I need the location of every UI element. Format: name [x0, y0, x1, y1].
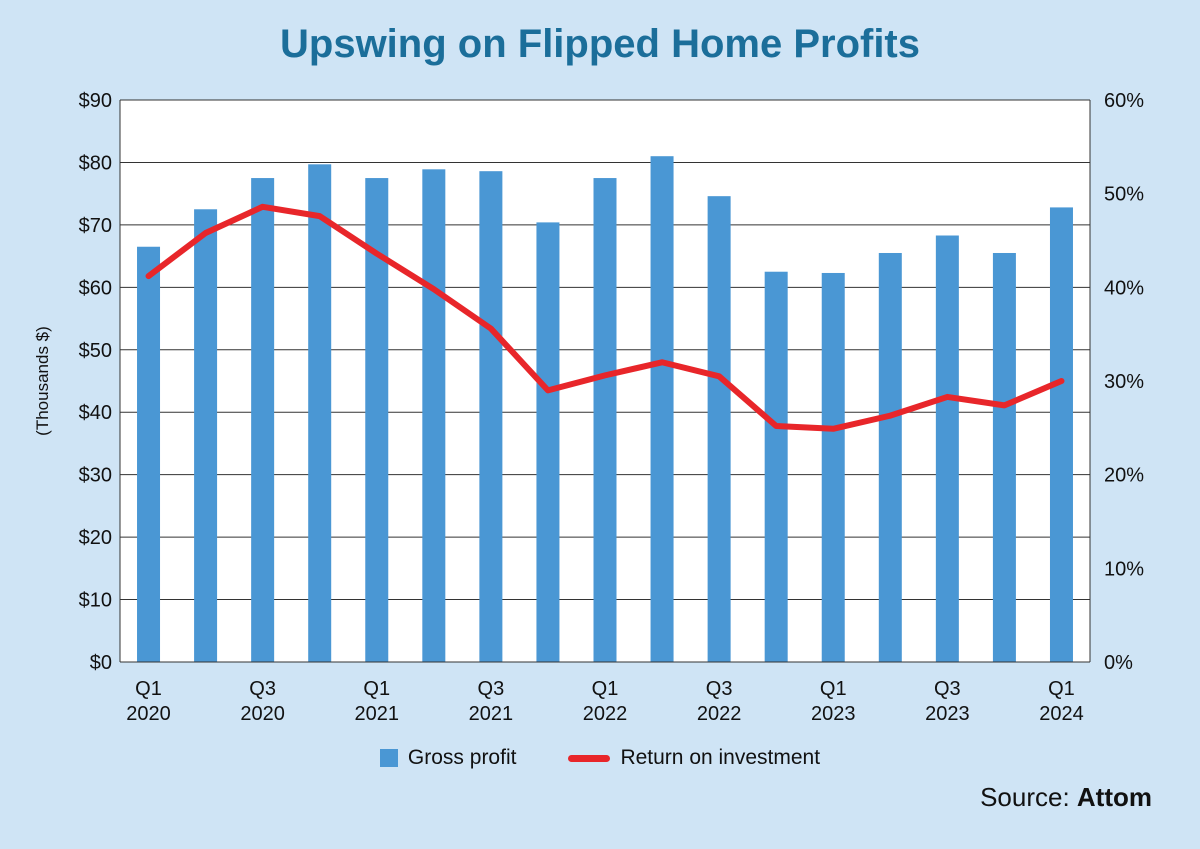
x-tick-label-quarter: Q1 [363, 678, 390, 700]
bar [764, 271, 788, 662]
y-tick-label: $10 [79, 590, 112, 612]
bar [479, 171, 503, 663]
x-tick-label-year: 2023 [811, 703, 856, 725]
bar [365, 178, 389, 663]
x-tick-label-quarter: Q1 [135, 678, 162, 700]
y-tick-label: $70 [79, 215, 112, 237]
bar [878, 252, 902, 662]
y2-tick-label: 40% [1104, 277, 1144, 299]
legend-swatch-gross-profit [379, 749, 398, 767]
x-tick-label-year: 2022 [697, 703, 742, 725]
bar [935, 235, 959, 662]
y2-tick-label: 30% [1104, 371, 1144, 393]
y-tick-label: $0 [90, 652, 112, 674]
x-tick-label-quarter: Q1 [1048, 678, 1075, 700]
y-tick-label: $60 [79, 277, 112, 299]
x-tick-label-year: 2023 [925, 703, 970, 725]
y-tick-label: $40 [79, 402, 112, 424]
legend-label-gross-profit: Gross profit [407, 746, 517, 769]
x-tick-label-year: 2024 [1039, 703, 1084, 725]
x-tick-label-year: 2020 [126, 703, 171, 725]
bar [194, 209, 218, 662]
legend-item-gross-profit: Gross profit [379, 746, 517, 770]
bar [1049, 207, 1073, 662]
chart-title: Upswing on Flipped Home Profits [280, 22, 920, 66]
legend-item-roi: Return on investment [568, 746, 820, 770]
bar [422, 169, 446, 662]
legend-swatch-roi [568, 754, 611, 762]
bar [593, 178, 617, 663]
y-tick-label: $80 [79, 152, 112, 174]
bar [992, 252, 1016, 662]
y-axis-label: (Thousands $) [33, 326, 52, 436]
x-tick-label-quarter: Q3 [478, 678, 505, 700]
y-tick-label: $30 [79, 465, 112, 487]
source-prefix: Source: [980, 782, 1070, 812]
bar [137, 246, 161, 662]
y2-tick-label: 10% [1104, 558, 1144, 580]
chart-legend: Gross profit Return on investment [0, 746, 1200, 770]
bar [308, 164, 332, 662]
y2-tick-label: 50% [1104, 184, 1144, 206]
x-tick-label-quarter: Q3 [249, 678, 276, 700]
y2-tick-label: 20% [1104, 465, 1144, 487]
source-name: Attom [1076, 782, 1152, 812]
x-tick-label-quarter: Q3 [706, 678, 733, 700]
y2-tick-label: 60% [1104, 90, 1144, 112]
roi-line [145, 203, 1065, 432]
bar [536, 222, 560, 662]
bar [650, 156, 674, 662]
x-tick-label-quarter: Q3 [934, 678, 961, 700]
x-tick-label-year: 2022 [583, 703, 628, 725]
y-tick-label: $50 [79, 340, 112, 362]
bar [251, 178, 275, 663]
legend-label-roi: Return on investment [620, 746, 821, 769]
x-tick-label-year: 2021 [469, 703, 514, 725]
source-note: Source: Attom [980, 782, 1152, 813]
x-tick-label-year: 2021 [355, 703, 400, 725]
y-tick-label: $20 [79, 527, 112, 549]
x-tick-label-quarter: Q1 [592, 678, 619, 700]
x-tick-label-quarter: Q1 [820, 678, 847, 700]
x-tick-label-year: 2020 [240, 703, 285, 725]
y-tick-label: $90 [79, 90, 112, 112]
bar [707, 196, 731, 663]
bar [821, 272, 845, 662]
y2-tick-label: 0% [1104, 652, 1133, 674]
